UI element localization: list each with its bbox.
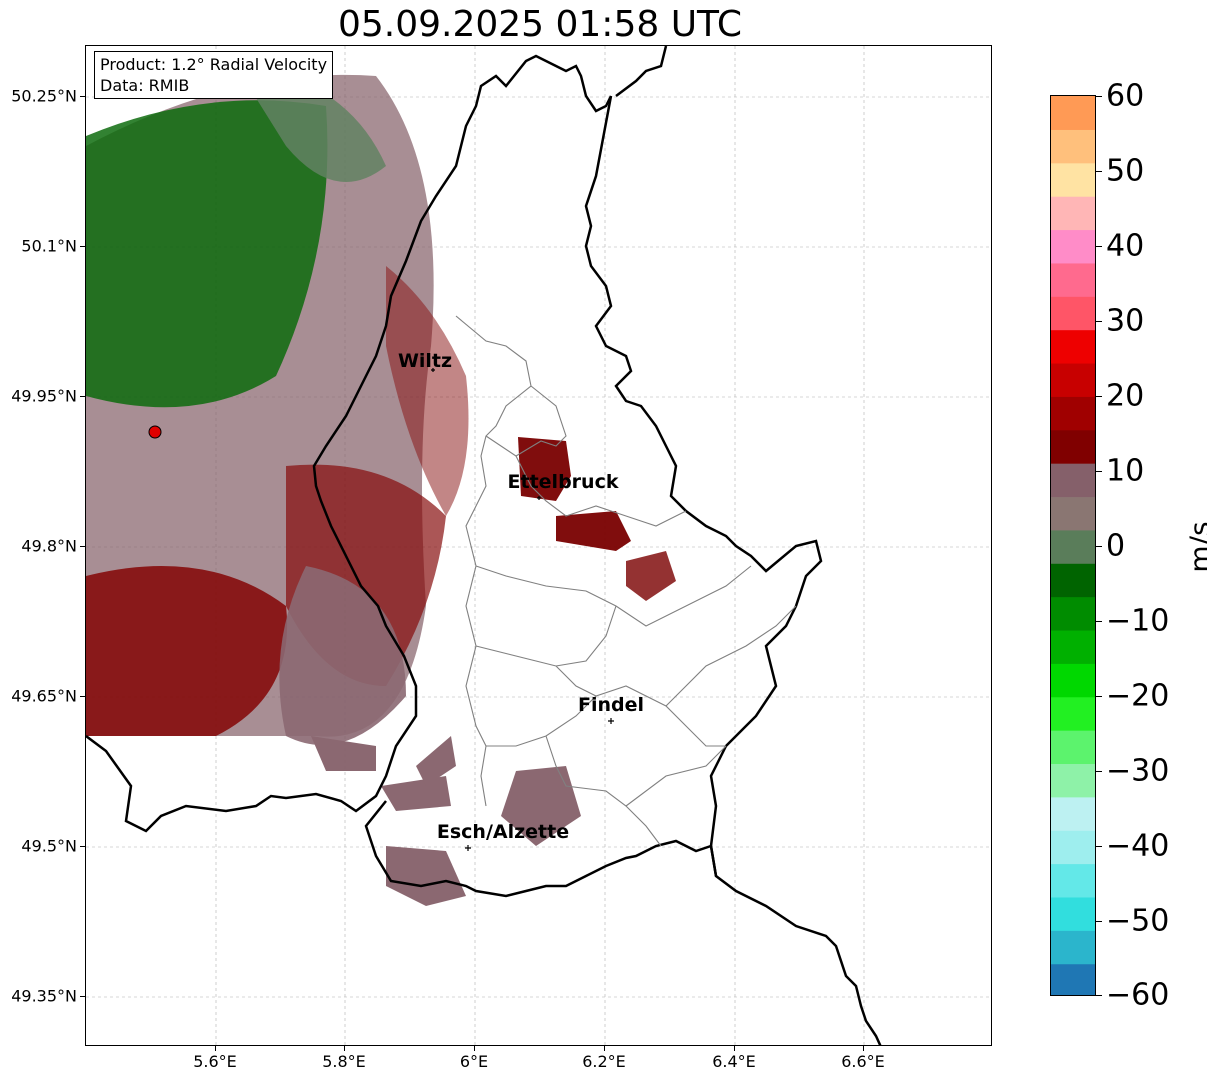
district-borders bbox=[455, 315, 797, 847]
y-tick-label: 49.35°N bbox=[11, 986, 77, 1006]
colorbar-label: −50 bbox=[1106, 903, 1170, 939]
colorbar-segment bbox=[1051, 796, 1095, 831]
colorbar-tick bbox=[1096, 321, 1102, 322]
city-label-findel: Findel bbox=[577, 694, 645, 716]
y-tick-mark bbox=[80, 996, 85, 997]
colorbar-label: 40 bbox=[1106, 228, 1145, 264]
colorbar-tick bbox=[1096, 621, 1102, 622]
y-tick-label: 49.8°N bbox=[21, 536, 77, 556]
colorbar-segment bbox=[1051, 362, 1095, 397]
colorbar-label: 50 bbox=[1106, 153, 1145, 189]
x-tick-label: 6.4°E bbox=[712, 1052, 756, 1071]
colorbar-tick bbox=[1096, 546, 1102, 547]
x-tick-mark bbox=[863, 1046, 864, 1051]
colorbar-label: −30 bbox=[1106, 753, 1170, 789]
colorbar-tick bbox=[1096, 396, 1102, 397]
x-tick-label: 6.2°E bbox=[582, 1052, 626, 1071]
colorbar-segment bbox=[1051, 129, 1095, 164]
x-tick-label: 6°E bbox=[459, 1052, 489, 1071]
y-tick-mark bbox=[80, 696, 85, 697]
city-label-wiltz: Wiltz bbox=[397, 350, 453, 372]
colorbar-segment bbox=[1051, 730, 1095, 765]
colorbar-label: 20 bbox=[1106, 378, 1145, 414]
x-tick-mark bbox=[604, 1046, 605, 1051]
colorbar-segment bbox=[1051, 663, 1095, 698]
colorbar-segment bbox=[1051, 196, 1095, 231]
colorbar-segment bbox=[1051, 763, 1095, 798]
colorbar-segment bbox=[1051, 429, 1095, 464]
y-tick-mark bbox=[80, 96, 85, 97]
product-info-box: Product: 1.2° Radial Velocity Data: RMIB bbox=[94, 51, 334, 99]
colorbar-segment bbox=[1051, 329, 1095, 364]
colorbar-label: −10 bbox=[1106, 603, 1170, 639]
y-tick-mark bbox=[80, 396, 85, 397]
colorbar-segment bbox=[1051, 930, 1095, 965]
colorbar-segment bbox=[1051, 96, 1095, 130]
colorbar-label: −20 bbox=[1106, 678, 1170, 714]
city-markers bbox=[431, 368, 614, 851]
x-tick-mark bbox=[344, 1046, 345, 1051]
colorbar-tick bbox=[1096, 846, 1102, 847]
colorbar-tick bbox=[1096, 171, 1102, 172]
colorbar-segment bbox=[1051, 863, 1095, 898]
colorbar-tick bbox=[1096, 246, 1102, 247]
y-tick-label: 50.1°N bbox=[21, 236, 77, 256]
y-tick-mark bbox=[80, 846, 85, 847]
colorbar-label: −60 bbox=[1106, 977, 1170, 1013]
colorbar-tick bbox=[1096, 471, 1102, 472]
y-tick-label: 49.5°N bbox=[21, 836, 77, 856]
radar-map-canvas bbox=[86, 46, 991, 1045]
colorbar-segment bbox=[1051, 963, 1095, 995]
colorbar-segment bbox=[1051, 830, 1095, 865]
y-tick-label: 50.25°N bbox=[11, 86, 77, 106]
colorbar-segment bbox=[1051, 463, 1095, 498]
colorbar-segment bbox=[1051, 896, 1095, 931]
colorbar-segment bbox=[1051, 629, 1095, 664]
x-tick-mark bbox=[734, 1046, 735, 1051]
colorbar-segment bbox=[1051, 563, 1095, 598]
colorbar-unit-label: m/s bbox=[1183, 521, 1207, 573]
colorbar-segment bbox=[1051, 596, 1095, 631]
colorbar-segment bbox=[1051, 496, 1095, 531]
colorbar-segment bbox=[1051, 296, 1095, 331]
colorbar-tick bbox=[1096, 96, 1102, 97]
data-source-label: Data: RMIB bbox=[100, 76, 190, 95]
colorbar-label: −40 bbox=[1106, 828, 1170, 864]
colorbar-segment bbox=[1051, 262, 1095, 297]
city-label-esch-alzette: Esch/Alzette bbox=[436, 821, 570, 843]
colorbar-tick bbox=[1096, 771, 1102, 772]
y-tick-label: 49.65°N bbox=[11, 686, 77, 706]
y-tick-mark bbox=[80, 546, 85, 547]
x-tick-label: 5.8°E bbox=[322, 1052, 366, 1071]
country-borders bbox=[86, 46, 882, 1045]
radar-map[interactable] bbox=[85, 45, 992, 1046]
colorbar-segment bbox=[1051, 229, 1095, 264]
y-tick-label: 49.95°N bbox=[11, 386, 77, 406]
velocity-colorbar bbox=[1050, 95, 1096, 996]
city-label-ettelbruck: Ettelbruck bbox=[507, 471, 619, 493]
colorbar-label: 30 bbox=[1106, 303, 1145, 339]
colorbar-segment bbox=[1051, 162, 1095, 197]
radar-site-marker bbox=[148, 425, 162, 439]
colorbar-label: 0 bbox=[1106, 528, 1126, 564]
colorbar-tick bbox=[1096, 696, 1102, 697]
product-label: Product: 1.2° Radial Velocity bbox=[100, 55, 328, 74]
x-tick-label: 6.6°E bbox=[841, 1052, 885, 1071]
x-tick-label: 5.6°E bbox=[193, 1052, 237, 1071]
colorbar-label: 60 bbox=[1106, 78, 1145, 114]
x-tick-mark bbox=[215, 1046, 216, 1051]
colorbar-segment bbox=[1051, 396, 1095, 431]
colorbar-gradient bbox=[1051, 96, 1095, 995]
y-tick-mark bbox=[80, 246, 85, 247]
x-tick-mark bbox=[474, 1046, 475, 1051]
colorbar-segment bbox=[1051, 529, 1095, 564]
map-title: 05.09.2025 01:58 UTC bbox=[337, 4, 743, 45]
colorbar-tick bbox=[1096, 921, 1102, 922]
colorbar-segment bbox=[1051, 696, 1095, 731]
colorbar-tick bbox=[1096, 995, 1102, 996]
colorbar-label: 10 bbox=[1106, 453, 1145, 489]
